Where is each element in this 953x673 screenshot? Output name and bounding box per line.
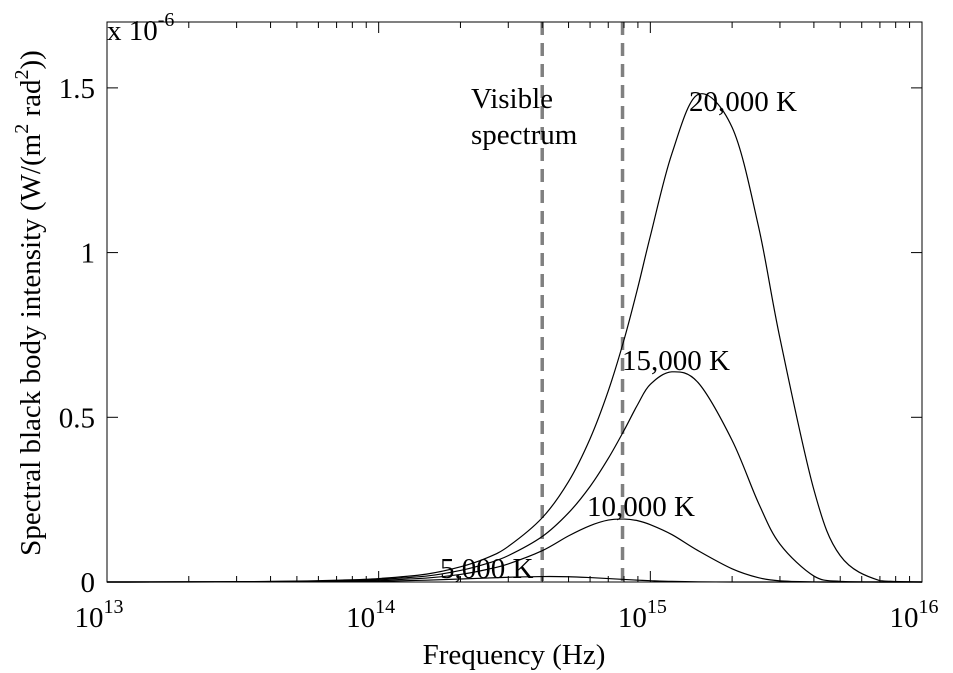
y-multiplier: x 10-6 bbox=[107, 9, 174, 47]
y-tick-label: 1 bbox=[81, 238, 96, 270]
y-tick-label: 1.5 bbox=[59, 73, 95, 105]
series-label-10000k: 10,000 K bbox=[587, 491, 695, 523]
series-label-20000k: 20,000 K bbox=[689, 86, 797, 118]
visible-spectrum-label-line1: Visible bbox=[471, 83, 553, 115]
visible-spectrum-label-line2: spectrum bbox=[471, 119, 578, 151]
x-tick-label: 1013 bbox=[75, 596, 124, 634]
y-ticks: 0 0.5 1 1.5 bbox=[59, 73, 922, 599]
series-labels: 5,000 K 10,000 K 15,000 K 20,000 K bbox=[440, 86, 797, 585]
y-tick-label: 0.5 bbox=[59, 402, 95, 434]
series-label-5000k: 5,000 K bbox=[440, 553, 534, 585]
x-ticks: 1013 1014 1015 1016 bbox=[75, 22, 939, 634]
y-tick-label: 0 bbox=[81, 567, 96, 599]
x-tick-label: 1016 bbox=[890, 596, 939, 634]
x-axis-label: Frequency (Hz) bbox=[423, 639, 606, 671]
axes-frame bbox=[106, 21, 923, 583]
x-tick-label: 1015 bbox=[618, 596, 667, 634]
y-axis-label: Spectral black body intensity (W/(m2 rad… bbox=[11, 50, 47, 556]
visible-spectrum-lines bbox=[540, 22, 625, 582]
x-tick-label: 1014 bbox=[346, 596, 395, 634]
series-label-15000k: 15,000 K bbox=[622, 345, 730, 377]
series-line-20000k bbox=[106, 93, 923, 583]
